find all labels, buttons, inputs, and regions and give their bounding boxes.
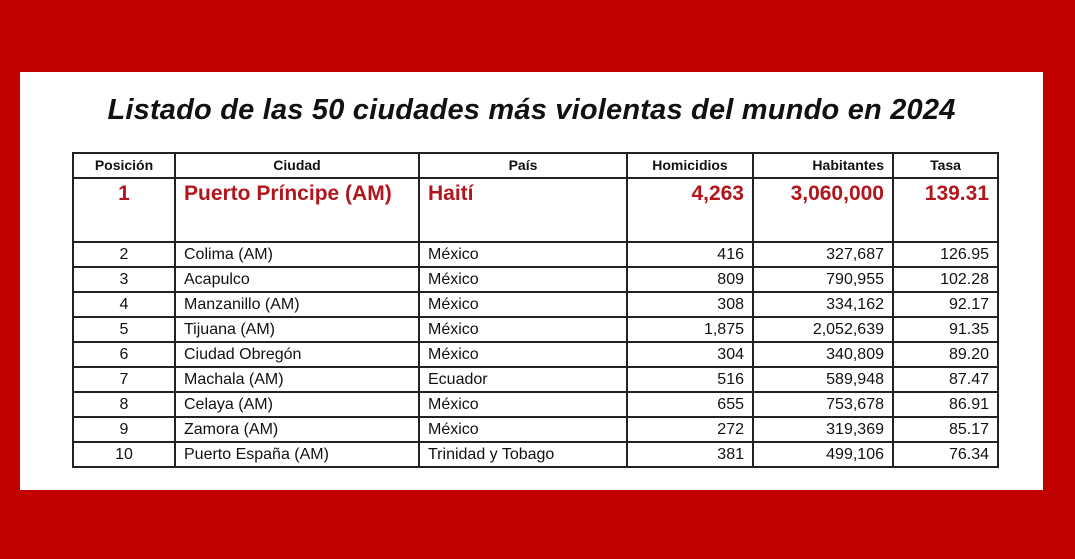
population-cell: 790,955	[752, 266, 894, 293]
rate-cell: 91.35	[892, 316, 999, 343]
position-cell: 8	[72, 391, 176, 418]
city-cell: Ciudad Obregón	[174, 341, 420, 368]
table-row: 5 Tijuana (AM) México 1,875 2,052,639 91.35	[72, 316, 999, 343]
rate-cell: 87.47	[892, 366, 999, 393]
city-cell: Colima (AM)	[174, 241, 420, 268]
country-cell: México	[418, 266, 628, 293]
homicides-cell: 304	[626, 341, 754, 368]
rate-cell: 126.95	[892, 241, 999, 268]
homicides-cell: 655	[626, 391, 754, 418]
header-position: Posición	[72, 152, 176, 179]
population-cell: 753,678	[752, 391, 894, 418]
city-cell: Puerto Príncipe (AM)	[174, 177, 420, 243]
country-cell: México	[418, 391, 628, 418]
position-cell: 7	[72, 366, 176, 393]
population-cell: 589,948	[752, 366, 894, 393]
country-cell: Trinidad y Tobago	[418, 441, 628, 468]
header-homicides: Homicidios	[626, 152, 754, 179]
header-rate: Tasa	[892, 152, 999, 179]
homicides-cell: 308	[626, 291, 754, 318]
position-cell: 1	[72, 177, 176, 243]
population-cell: 3,060,000	[752, 177, 894, 243]
rate-cell: 86.91	[892, 391, 999, 418]
homicides-cell: 516	[626, 366, 754, 393]
city-cell: Acapulco	[174, 266, 420, 293]
homicides-cell: 381	[626, 441, 754, 468]
page-title: Listado de las 50 ciudades más violentas…	[107, 94, 956, 126]
country-cell: Haití	[418, 177, 628, 243]
table-header: Posición Ciudad País Homicidios Habitant…	[72, 152, 999, 179]
cities-table: Posición Ciudad País Homicidios Habitant…	[72, 152, 999, 468]
homicides-cell: 1,875	[626, 316, 754, 343]
table-row: 10 Puerto España (AM) Trinidad y Tobago 381…	[72, 441, 999, 468]
position-cell: 10	[72, 441, 176, 468]
table-row: 1 Puerto Príncipe (AM) Haití 4,263 3,060,000…	[72, 177, 999, 243]
table-row: 7 Machala (AM) Ecuador 516 589,948 87.47	[72, 366, 999, 393]
header-population: Habitantes	[752, 152, 894, 179]
document-panel: Listado de las 50 ciudades más violentas…	[20, 72, 1043, 490]
city-cell: Celaya (AM)	[174, 391, 420, 418]
position-cell: 9	[72, 416, 176, 443]
table-row: 9 Zamora (AM) México 272 319,369 85.17	[72, 416, 999, 443]
rate-cell: 76.34	[892, 441, 999, 468]
population-cell: 334,162	[752, 291, 894, 318]
header-city: Ciudad	[174, 152, 420, 179]
homicides-cell: 272	[626, 416, 754, 443]
country-cell: México	[418, 416, 628, 443]
homicides-cell: 416	[626, 241, 754, 268]
city-cell: Zamora (AM)	[174, 416, 420, 443]
country-cell: México	[418, 291, 628, 318]
homicides-cell: 809	[626, 266, 754, 293]
city-cell: Manzanillo (AM)	[174, 291, 420, 318]
rate-cell: 102.28	[892, 266, 999, 293]
country-cell: México	[418, 241, 628, 268]
table-row: 6 Ciudad Obregón México 304 340,809 89.20	[72, 341, 999, 368]
country-cell: México	[418, 341, 628, 368]
rate-cell: 89.20	[892, 341, 999, 368]
position-cell: 4	[72, 291, 176, 318]
homicides-cell: 4,263	[626, 177, 754, 243]
header-country: País	[418, 152, 628, 179]
rate-cell: 92.17	[892, 291, 999, 318]
table-row: 4 Manzanillo (AM) México 308 334,162 92.17	[72, 291, 999, 318]
population-cell: 327,687	[752, 241, 894, 268]
rate-cell: 85.17	[892, 416, 999, 443]
city-cell: Tijuana (AM)	[174, 316, 420, 343]
population-cell: 499,106	[752, 441, 894, 468]
position-cell: 6	[72, 341, 176, 368]
population-cell: 2,052,639	[752, 316, 894, 343]
table-row: 2 Colima (AM) México 416 327,687 126.95	[72, 241, 999, 268]
table-row: 3 Acapulco México 809 790,955 102.28	[72, 266, 999, 293]
population-cell: 340,809	[752, 341, 894, 368]
position-cell: 3	[72, 266, 176, 293]
country-cell: Ecuador	[418, 366, 628, 393]
country-cell: México	[418, 316, 628, 343]
city-cell: Puerto España (AM)	[174, 441, 420, 468]
rate-cell: 139.31	[892, 177, 999, 243]
position-cell: 2	[72, 241, 176, 268]
city-cell: Machala (AM)	[174, 366, 420, 393]
population-cell: 319,369	[752, 416, 894, 443]
table-row: 8 Celaya (AM) México 655 753,678 86.91	[72, 391, 999, 418]
position-cell: 5	[72, 316, 176, 343]
